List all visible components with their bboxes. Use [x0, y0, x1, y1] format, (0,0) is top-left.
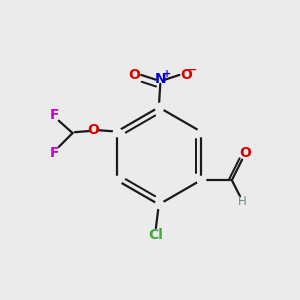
Text: O: O [87, 122, 99, 136]
Text: O: O [181, 68, 192, 82]
Text: N: N [154, 72, 166, 86]
Text: +: + [163, 69, 171, 79]
Text: F: F [49, 108, 59, 122]
Text: O: O [239, 146, 251, 160]
Text: O: O [128, 68, 140, 82]
Text: Cl: Cl [148, 228, 163, 242]
Text: F: F [49, 146, 59, 160]
Text: H: H [238, 195, 247, 208]
Text: −: − [188, 64, 198, 75]
